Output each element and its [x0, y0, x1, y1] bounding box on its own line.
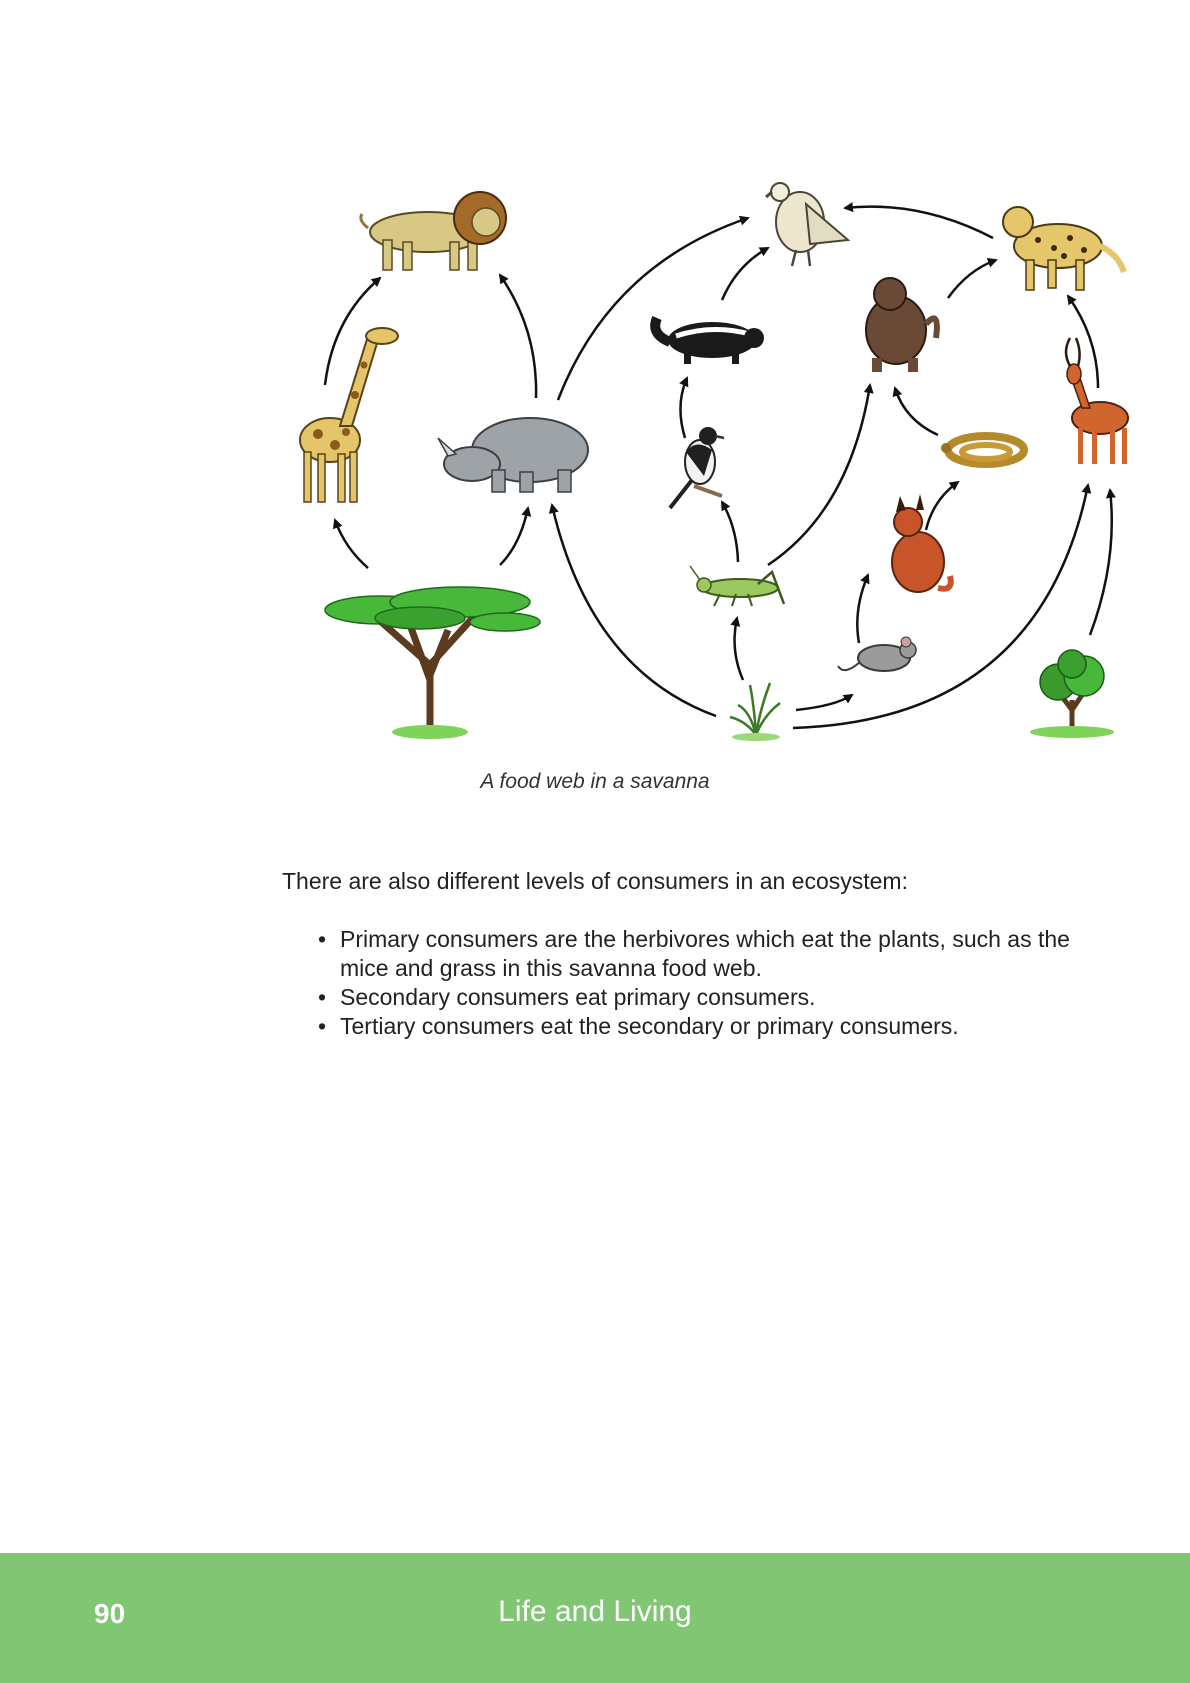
page-number: 90	[94, 1598, 126, 1629]
list-item: Primary consumers are the herbivores whi…	[318, 925, 1118, 983]
arrow-giraffe-to-lion	[323, 276, 382, 386]
cheetah-illustration	[1002, 206, 1127, 291]
arrow-grass-to-rhino	[548, 503, 717, 718]
arrow-mouse-to-caracal	[856, 573, 870, 644]
arrow-snake-to-baboon	[892, 386, 939, 437]
list-item: Secondary consumers eat primary consumer…	[318, 983, 1118, 1012]
arrow-rhino-to-vulture	[556, 215, 750, 401]
page-footer: 90 Life and Living	[0, 1553, 1190, 1683]
arrow-grasshopper-to-bird	[720, 500, 740, 563]
arrow-rhino-to-lion	[498, 273, 538, 399]
mouse-illustration	[837, 636, 917, 672]
arrow-antelope-to-cheetah	[1066, 294, 1100, 389]
arrow-bird-to-skunk	[679, 376, 689, 439]
bush-illustration	[1030, 649, 1114, 738]
antelope-illustration	[1064, 337, 1129, 464]
list-item: Tertiary consumers eat the secondary or …	[318, 1012, 1118, 1041]
arrow-cheetah-to-vulture	[843, 202, 994, 240]
lion-illustration	[359, 191, 507, 271]
food-web-illustration	[299, 182, 1129, 741]
grasshopper-illustration	[689, 565, 786, 607]
rhino-illustration	[437, 417, 589, 493]
skunk-illustration	[650, 315, 764, 364]
bird-illustration	[668, 427, 725, 510]
arrow-bush-to-antelope	[1088, 488, 1116, 636]
arrow-grasshopper-to-baboon	[767, 383, 874, 567]
arrow-skunk-to-vulture	[720, 246, 770, 301]
giraffe-illustration	[299, 327, 399, 503]
arrow-grass-to-mouse	[795, 693, 854, 712]
grass-illustration	[729, 682, 781, 741]
consumer-levels-list: Primary consumers are the herbivores whi…	[318, 925, 1118, 1041]
arrow-tree-to-giraffe	[332, 518, 369, 569]
arrow-grass-to-antelope	[792, 483, 1092, 730]
intro-paragraph: There are also different levels of consu…	[282, 868, 908, 894]
acacia-tree-illustration	[324, 586, 541, 739]
arrow-grass-to-grasshopper	[730, 616, 745, 681]
food-web-arrows	[323, 202, 1116, 730]
caracal-illustration	[891, 494, 954, 593]
arrow-baboon-to-cheetah	[946, 257, 998, 299]
footer-title: Life and Living	[498, 1595, 692, 1628]
figure-caption: A food web in a savanna	[480, 770, 710, 793]
arrow-caracal-to-snake	[924, 480, 960, 531]
vulture-illustration	[765, 182, 851, 267]
snake-illustration	[941, 432, 1028, 468]
arrow-tree-to-rhino	[499, 506, 532, 566]
baboon-illustration	[865, 277, 940, 372]
